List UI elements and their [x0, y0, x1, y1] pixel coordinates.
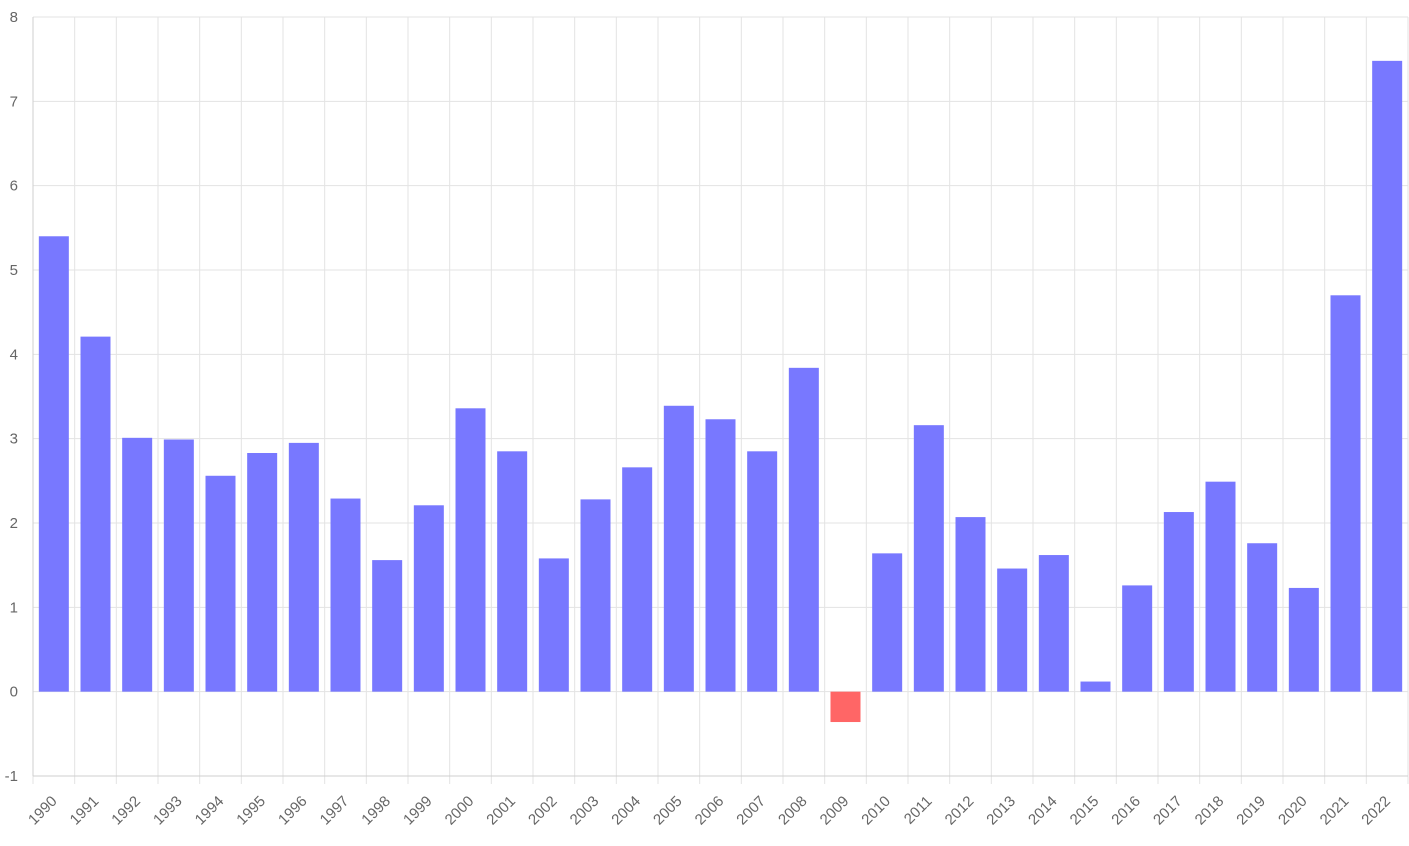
y-tick-label: 5: [10, 262, 18, 279]
x-tick-label: 1994: [192, 793, 228, 829]
bar-2006[interactable]: [705, 419, 736, 692]
y-tick-label: 1: [10, 599, 18, 616]
bar-1996[interactable]: [288, 442, 319, 692]
bar-2017[interactable]: [1163, 512, 1194, 692]
x-tick-label: 2021: [1317, 793, 1353, 829]
x-tick-label: 1995: [233, 793, 269, 829]
bar-1999[interactable]: [413, 505, 444, 692]
x-tick-label: 2008: [775, 793, 811, 829]
x-tick-label: 2014: [1025, 793, 1061, 829]
x-tick-label: 1991: [67, 793, 103, 829]
y-tick-label: 4: [10, 346, 18, 363]
bar-2019[interactable]: [1247, 543, 1278, 692]
bar-1998[interactable]: [372, 560, 403, 692]
bar-2004[interactable]: [622, 467, 653, 692]
bar-1993[interactable]: [163, 439, 194, 692]
bar-1995[interactable]: [247, 453, 278, 692]
y-tick-label: 7: [10, 93, 18, 110]
x-tick-label: 2020: [1275, 793, 1311, 829]
x-tick-label: 1992: [108, 793, 144, 829]
bar-2008[interactable]: [788, 367, 819, 692]
x-tick-label: 2010: [858, 793, 894, 829]
x-tick-label: 1998: [358, 793, 394, 829]
bar-2018[interactable]: [1205, 481, 1236, 692]
x-tick-label: 2001: [483, 793, 519, 829]
bar-1994[interactable]: [205, 475, 236, 692]
x-tick-label: 2011: [901, 793, 936, 828]
x-tick-label: 2012: [942, 793, 978, 829]
x-axis-ticks: 1990 1991 1992 1993 1994 1995 1996 1997 1998 1999…: [25, 793, 1394, 829]
y-tick-label: -1: [5, 768, 18, 785]
bar-2016[interactable]: [1122, 585, 1153, 692]
bar-2012[interactable]: [955, 517, 986, 692]
bar-2014[interactable]: [1038, 555, 1069, 692]
grid: [32, 16, 1409, 784]
bar-2020[interactable]: [1288, 587, 1319, 692]
bar-1990[interactable]: [38, 236, 69, 692]
x-tick-label: 2015: [1067, 793, 1103, 829]
x-tick-label: 1993: [150, 793, 186, 829]
axes: [32, 17, 1408, 777]
x-tick-label: 2022: [1358, 793, 1394, 829]
bar-2015[interactable]: [1080, 681, 1111, 692]
y-tick-label: 2: [10, 515, 18, 532]
bar-2000[interactable]: [455, 408, 486, 692]
x-tick-label: 2005: [650, 793, 686, 829]
x-tick-label: 2016: [1108, 793, 1144, 829]
bar-2003[interactable]: [580, 499, 611, 692]
x-tick-label: 2017: [1150, 793, 1186, 829]
bar-2005[interactable]: [663, 405, 694, 692]
x-tick-label: 2000: [442, 793, 478, 829]
bar-1992[interactable]: [122, 437, 153, 692]
bar-2011[interactable]: [913, 425, 944, 692]
x-tick-label: 2007: [733, 793, 769, 829]
bar-2007[interactable]: [747, 451, 778, 692]
x-tick-label: 2018: [1192, 793, 1228, 829]
bar-2013[interactable]: [997, 568, 1028, 692]
bar-2009[interactable]: [830, 691, 861, 723]
y-tick-label: 3: [10, 431, 18, 448]
x-tick-label: 2002: [525, 793, 561, 829]
x-tick-label: 2004: [608, 793, 644, 829]
y-tick-label: 8: [10, 9, 18, 26]
y-tick-label: 6: [10, 178, 18, 195]
bar-2022[interactable]: [1372, 60, 1403, 692]
y-tick-label: 0: [10, 684, 18, 701]
bar-2001[interactable]: [497, 451, 528, 692]
y-axis-ticks: -1 0 1 2 3 4 5 6 7 8: [5, 9, 18, 785]
x-tick-label: 2006: [692, 793, 728, 829]
x-tick-label: 1997: [317, 793, 353, 829]
x-tick-label: 1990: [25, 793, 61, 829]
x-tick-label: 2009: [817, 793, 853, 829]
x-tick-label: 1999: [400, 793, 436, 829]
x-tick-label: 2003: [567, 793, 603, 829]
x-tick-label: 2019: [1233, 793, 1269, 829]
bar-2002[interactable]: [538, 558, 569, 692]
bar-2010[interactable]: [872, 553, 903, 692]
bar-1991[interactable]: [80, 336, 111, 692]
bar-1997[interactable]: [330, 498, 361, 692]
x-tick-label: 2013: [983, 793, 1019, 829]
bars: [38, 60, 1403, 723]
x-tick-label: 1996: [275, 793, 311, 829]
bar-2021[interactable]: [1330, 295, 1361, 692]
